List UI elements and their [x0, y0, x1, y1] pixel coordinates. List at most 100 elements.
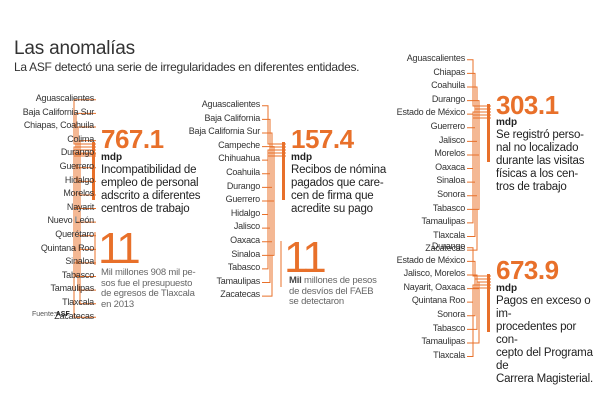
state-label: Chiapas, Coahuila — [23, 120, 94, 131]
state-label: Guerrero — [430, 120, 466, 131]
panel2-description: Recibos de nómina pagados que care-cen de… — [291, 164, 386, 216]
state-label: Tlaxcala — [62, 296, 94, 307]
panel1-value: 767.1 — [101, 124, 164, 154]
connector-line — [467, 247, 491, 277]
state-label: Durango — [431, 93, 465, 104]
description-line: durante las visitas — [496, 155, 585, 167]
panel4-unit: mdp — [496, 283, 518, 294]
description-line: acredite su pago — [291, 203, 373, 215]
state-label: Sinaloa — [436, 175, 465, 186]
connector-line — [75, 152, 96, 278]
connector-line — [467, 278, 491, 330]
panel3-state-list: Aguascalientes Chiapas Coahuila Durango Esta… — [396, 52, 466, 256]
note-line: sos fue el presupuesto — [101, 277, 193, 289]
state-label: Nayarit — [66, 201, 94, 212]
panel3-value: 303.1 — [496, 90, 559, 120]
page-subtitle: La ASF detectó una serie de irregularida… — [14, 60, 360, 74]
connector-trunk — [92, 142, 95, 200]
state-label: Quintana Roo — [40, 242, 94, 253]
state-label: Campeche — [218, 139, 260, 150]
state-label: Tamaulipas — [50, 283, 94, 294]
state-label: Querétaro — [55, 228, 94, 239]
state-label: Coahuila — [431, 80, 465, 91]
state-label: Guerrero — [225, 194, 261, 205]
state-label: Aguascalientes — [201, 99, 260, 109]
middle-note-text: Mil millones de pesos de desvíos del FAEB… — [289, 275, 377, 308]
note-line: en 2013 — [101, 298, 134, 310]
state-label: Estado de México — [396, 107, 466, 118]
connector-line — [262, 149, 286, 270]
description-line: empleo de personal — [101, 177, 199, 189]
state-label: Oaxaca — [435, 161, 465, 172]
state-label: Tabasco — [61, 269, 94, 280]
panel4-description: Pagos en exceso o im-procedentes por con… — [496, 295, 600, 386]
state-label: Sonora — [437, 308, 465, 319]
state-label: Oaxaca — [230, 234, 260, 245]
state-label: Durango — [60, 147, 94, 158]
description-line: pagados que care- — [291, 177, 384, 189]
connector-line — [262, 155, 286, 297]
description-line: Pagos en exceso o im- — [496, 295, 591, 320]
state-label: Colima — [67, 133, 94, 144]
state-label: Sinaloa — [65, 256, 94, 267]
panel1-state-list: Aguascalientes Baja California Sur Chiapas… — [23, 92, 94, 323]
state-label: Jalisco — [233, 221, 260, 232]
description-line: nal no localizado — [496, 142, 579, 154]
state-label: Jalisco, Morelos — [403, 268, 466, 279]
state-label: Estado de México — [396, 254, 466, 265]
state-label: Sinaloa — [231, 248, 260, 259]
panel3-description: Se registró perso-nal no localizado duran… — [496, 129, 584, 194]
connector-line — [467, 111, 491, 224]
state-label: Zacatecas — [54, 310, 94, 321]
connector-trunk — [487, 274, 490, 332]
connector-line — [467, 117, 491, 251]
description-line: Recibos de nómina — [291, 164, 387, 176]
panel1-description: Incompatibilidad de empleo de personal ads… — [101, 164, 201, 216]
note-line: de egresos de Tlaxcala — [101, 288, 195, 299]
state-label: Baja California Sur — [188, 126, 260, 137]
state-label: Aguascalientes — [35, 93, 94, 103]
middle-note-bold: Mil — [289, 275, 302, 286]
description-line: Se registró perso- — [496, 129, 584, 141]
state-label: Coahuila — [226, 166, 260, 177]
connector-line — [467, 59, 491, 107]
left-note-number: 11 — [98, 224, 141, 273]
state-label: Nuevo León — [47, 215, 94, 226]
description-line: cen de firma que — [291, 190, 374, 202]
state-label: Tabasco — [227, 262, 260, 273]
middle-note-number: 11 — [284, 233, 327, 282]
state-label: Tamaulipas — [216, 275, 260, 286]
page-title: Las anomalías — [14, 38, 135, 59]
state-label: Durango — [431, 241, 465, 251]
state-label: Durango — [226, 180, 260, 191]
description-line: cepto del Programa de — [496, 347, 593, 372]
source-label: Fuente: — [32, 311, 56, 318]
connector-line — [73, 146, 96, 318]
state-label: Tamaulipas — [421, 336, 465, 347]
description-line: procedentes por con- — [496, 321, 577, 346]
connector-line — [262, 105, 286, 145]
panel2-value: 157.4 — [291, 124, 354, 154]
state-label: Chiapas — [433, 66, 465, 77]
description-line: Incompatibilidad de — [101, 164, 197, 176]
panel4-value: 673.9 — [496, 255, 559, 285]
state-label: Tabasco — [432, 322, 465, 333]
state-label: Zacatecas — [425, 243, 465, 254]
panel4-state-list: Durango Estado de México Jalisco, Morelos N… — [396, 240, 466, 362]
description-line: físicas a los cen- — [496, 168, 579, 180]
source-credit: Fuente:ASF — [32, 311, 70, 318]
note-line: Mil millones 908 mil pe- — [101, 267, 196, 278]
state-label: Quintana Roo — [411, 295, 465, 306]
connector-line — [79, 143, 96, 305]
connector-trunk — [282, 142, 285, 200]
description-line: tros de trabajo — [496, 181, 567, 193]
state-label: Hidalgo — [230, 207, 260, 218]
connector-line — [467, 284, 491, 358]
state-label: Chihuahua — [218, 153, 260, 164]
connector-line — [467, 275, 491, 317]
description-line: centros de trabajo — [101, 203, 190, 215]
connector-line — [262, 152, 286, 284]
panel2-state-list: Aguascalientes Baja California Baja Califo… — [189, 98, 260, 302]
source-value: ASF — [55, 311, 70, 318]
state-label: Zacatecas — [220, 289, 260, 300]
